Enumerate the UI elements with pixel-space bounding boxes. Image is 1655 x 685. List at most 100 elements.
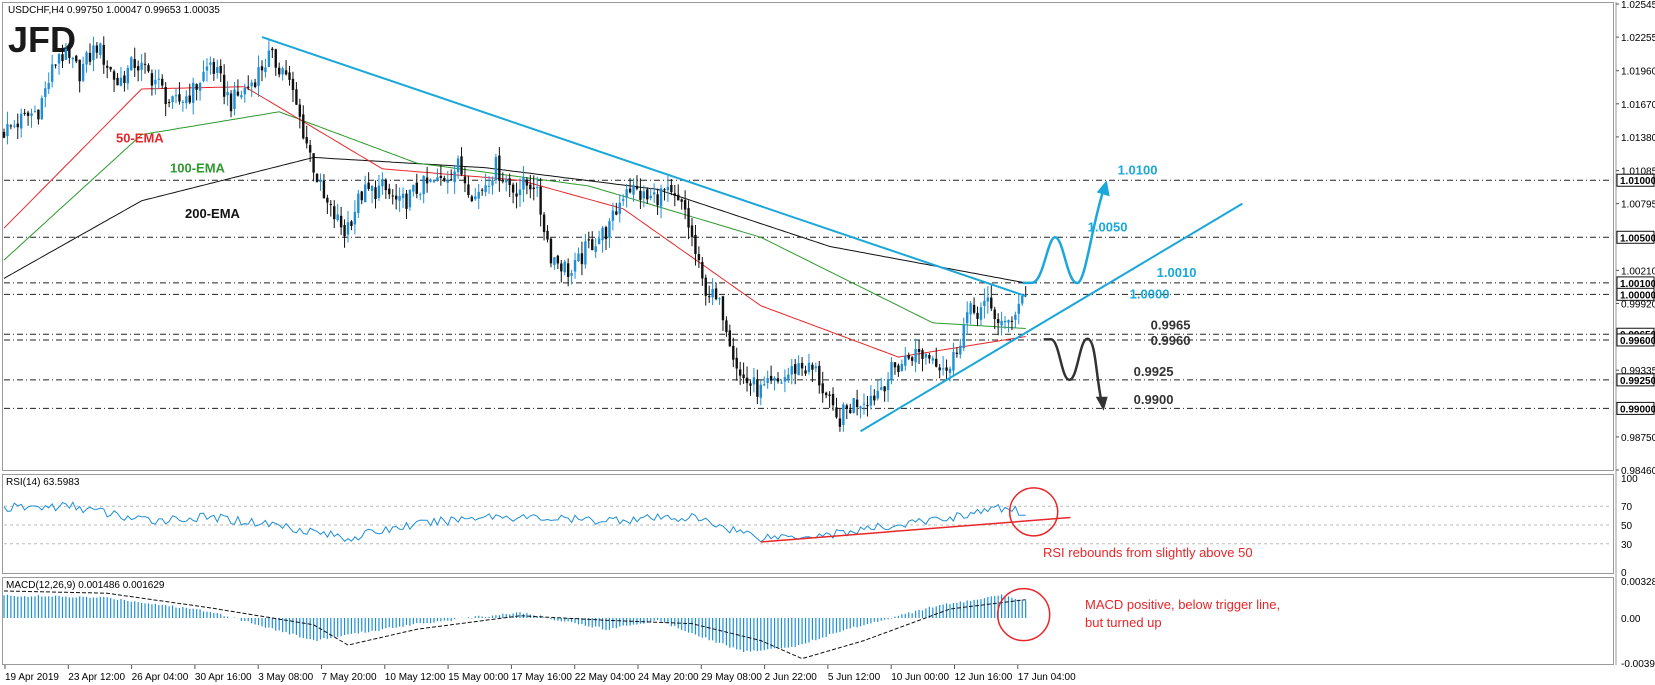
candle-body xyxy=(794,364,797,374)
candle-body xyxy=(659,188,663,207)
candle-body xyxy=(219,65,222,74)
candle-body xyxy=(236,91,240,96)
candle-body xyxy=(267,50,271,67)
candle-body xyxy=(986,297,990,302)
time-tick-label: 17 May 16:00 xyxy=(511,672,572,683)
candle-body xyxy=(738,369,742,376)
candle-body xyxy=(312,153,315,173)
candle-body xyxy=(415,182,418,194)
time-tick-label: 19 Apr 2019 xyxy=(5,672,59,683)
candle-body xyxy=(591,239,594,251)
candle-body xyxy=(443,178,446,182)
candle-body xyxy=(271,48,274,51)
time-axis: 19 Apr 2019 23 Apr 12:00 26 Apr 04:00 30 Ap… xyxy=(4,665,1076,683)
candle-body xyxy=(529,184,532,190)
candle-body xyxy=(842,404,845,426)
candle-body xyxy=(539,186,542,215)
time-tick-label: 22 May 04:00 xyxy=(575,672,636,683)
candle-body xyxy=(2,131,6,138)
candle-body xyxy=(81,63,85,81)
candle-body xyxy=(377,185,381,198)
trendline xyxy=(261,36,1027,297)
candle-body xyxy=(773,377,776,381)
candle-body xyxy=(463,176,467,184)
candle-body xyxy=(952,351,955,371)
candle-body xyxy=(391,195,394,197)
candle-body xyxy=(71,57,74,60)
candle-body xyxy=(893,362,897,368)
candle-body xyxy=(202,71,205,81)
candle-body xyxy=(57,54,61,64)
bear-level-label: 0.9960 xyxy=(1151,333,1191,348)
candle-body xyxy=(969,303,972,315)
rsi-tick-label: 0 xyxy=(1621,568,1627,579)
price-tag-box xyxy=(1616,230,1655,244)
candle-body xyxy=(192,82,195,103)
candle-body xyxy=(143,63,147,65)
candle-body xyxy=(886,379,890,391)
candle-body xyxy=(611,210,615,221)
candle-body xyxy=(828,394,831,396)
candle-body xyxy=(364,184,367,203)
candle-body xyxy=(866,405,869,407)
candle-body xyxy=(976,312,979,319)
candle-body xyxy=(876,390,879,399)
candle-body xyxy=(859,406,862,409)
candle-body xyxy=(904,355,907,366)
candle-body xyxy=(185,96,188,104)
bull-level-label: 1.0050 xyxy=(1088,220,1128,235)
price-tag-box xyxy=(1616,287,1655,301)
candle-body xyxy=(61,54,64,62)
candle-body xyxy=(714,288,718,300)
candle-body xyxy=(432,181,436,183)
candle-body xyxy=(47,83,50,89)
scenario-paths xyxy=(1022,180,1110,411)
candle-body xyxy=(845,405,848,409)
macd-panel xyxy=(2,577,1614,665)
candle-body xyxy=(33,111,37,113)
candle-body xyxy=(790,366,793,375)
candle-body xyxy=(381,179,384,187)
candle-body xyxy=(505,179,508,183)
candle-body xyxy=(450,179,453,181)
candle-body xyxy=(983,300,986,306)
price-tick-label: 1.01380 xyxy=(1621,133,1655,144)
candle-body xyxy=(687,208,690,228)
candle-body xyxy=(818,365,821,386)
price-tick-label: 1.00210 xyxy=(1621,266,1655,277)
time-tick-label: 23 Apr 12:00 xyxy=(68,672,125,683)
candle-body xyxy=(112,71,116,80)
candle-body xyxy=(291,78,295,91)
candle-body xyxy=(161,78,164,86)
candle-body xyxy=(178,94,181,102)
candle-body xyxy=(604,227,608,240)
candle-body xyxy=(205,66,209,71)
price-tag-box xyxy=(1616,333,1655,347)
ema-50-line xyxy=(3,86,1026,358)
candle-body xyxy=(570,273,573,276)
candle-body xyxy=(642,191,646,199)
price-tag-label: 0.99250 xyxy=(1620,376,1655,387)
macd-tick-label: 0.00 xyxy=(1621,614,1641,625)
candle-body xyxy=(580,253,584,265)
ema-lines xyxy=(3,86,1026,358)
candle-body xyxy=(405,193,408,209)
ema-100-label: 100-EMA xyxy=(170,160,226,175)
price-tick-label: 0.98460 xyxy=(1621,466,1655,477)
candle-body xyxy=(601,227,604,241)
candle-body xyxy=(993,309,996,320)
candle-body xyxy=(897,365,900,373)
price-tag-box xyxy=(1616,373,1655,387)
candle-body xyxy=(728,330,732,347)
candle-body xyxy=(532,187,535,190)
candle-body xyxy=(278,67,281,75)
rsi-header: RSI(14) 63.5983 xyxy=(6,477,80,488)
candle-body xyxy=(37,109,40,120)
time-tick-label: 5 Jun 12:00 xyxy=(828,672,881,683)
candle-body xyxy=(680,199,683,202)
candle-body xyxy=(666,186,670,191)
candle-body xyxy=(587,239,590,241)
candle-body xyxy=(756,379,759,397)
candle-body xyxy=(683,200,687,210)
candle-body xyxy=(85,52,88,65)
